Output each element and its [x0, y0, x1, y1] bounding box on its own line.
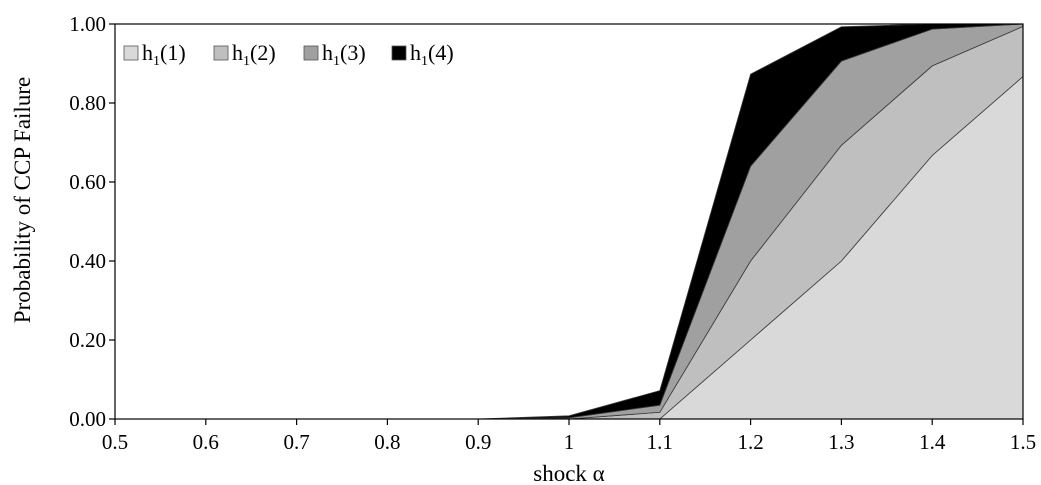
y-tick-label: 0.00	[69, 407, 106, 431]
x-tick-label: 0.7	[283, 430, 309, 454]
y-axis-label: Probability of CCP Failure	[10, 77, 35, 323]
area-layer	[115, 23, 1024, 420]
y-tick-label: 0.60	[69, 170, 106, 194]
legend-label-3: h1(3)	[322, 40, 366, 69]
x-tick-label: 0.9	[465, 430, 491, 454]
legend-label-2: h1(2)	[232, 40, 276, 69]
x-tick-label: 0.5	[102, 430, 128, 454]
legend-label-4: h1(4)	[410, 40, 454, 69]
y-axis: 0.00 0.20 0.40 0.60 0.80 1.00	[69, 12, 115, 431]
x-axis: 0.5 0.6 0.7 0.8 0.9 1 1.1 1.2 1.3 1.4 1.5	[102, 419, 1036, 454]
legend-swatch-4	[391, 45, 407, 61]
y-tick-label: 0.80	[69, 91, 106, 115]
x-tick-label: 0.8	[374, 430, 400, 454]
legend-swatch-3	[303, 45, 319, 61]
legend: h1(1) h1(2) h1(3) h1(4)	[123, 40, 454, 69]
x-tick-label: 1.1	[647, 430, 673, 454]
legend-label-1: h1(1)	[142, 40, 186, 69]
legend-swatch-2	[213, 45, 229, 61]
x-tick-label: 1.3	[828, 430, 854, 454]
x-tick-label: 1.2	[737, 430, 763, 454]
y-tick-label: 1.00	[69, 12, 106, 36]
x-tick-label: 1.4	[919, 430, 946, 454]
legend-swatch-1	[123, 45, 139, 61]
x-tick-label: 1.5	[1010, 430, 1036, 454]
x-tick-label: 0.6	[193, 430, 219, 454]
y-tick-label: 0.20	[69, 328, 106, 352]
y-tick-label: 0.40	[69, 249, 106, 273]
x-axis-label: shock α	[533, 461, 604, 485]
x-tick-label: 1	[564, 430, 575, 454]
